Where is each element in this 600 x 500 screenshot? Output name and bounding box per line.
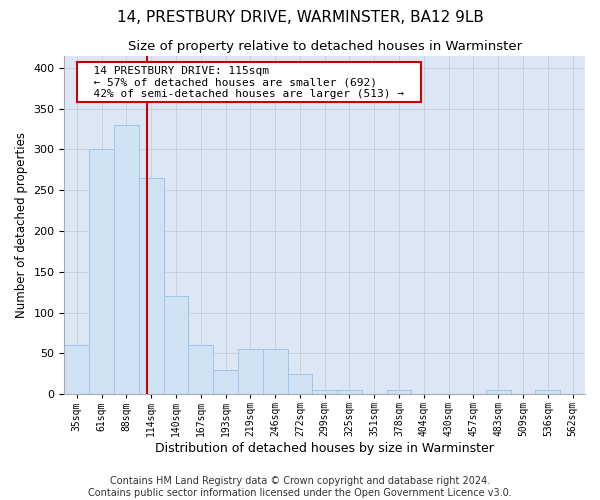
Bar: [114, 125, 139, 394]
X-axis label: Distribution of detached houses by size in Warminster: Distribution of detached houses by size …: [155, 442, 494, 455]
Text: 14, PRESTBURY DRIVE, WARMINSTER, BA12 9LB: 14, PRESTBURY DRIVE, WARMINSTER, BA12 9L…: [116, 10, 484, 25]
Bar: [238, 350, 263, 394]
Bar: [64, 346, 89, 394]
Bar: [263, 350, 287, 394]
Bar: [287, 374, 313, 394]
Title: Size of property relative to detached houses in Warminster: Size of property relative to detached ho…: [128, 40, 522, 53]
Bar: [486, 390, 511, 394]
Bar: [139, 178, 164, 394]
Bar: [188, 346, 213, 394]
Bar: [89, 150, 114, 394]
Bar: [313, 390, 337, 394]
Bar: [164, 296, 188, 394]
Bar: [337, 390, 362, 394]
Bar: [386, 390, 412, 394]
Text: Contains HM Land Registry data © Crown copyright and database right 2024.
Contai: Contains HM Land Registry data © Crown c…: [88, 476, 512, 498]
Text: 14 PRESTBURY DRIVE: 115sqm  
  ← 57% of detached houses are smaller (692)  
  42: 14 PRESTBURY DRIVE: 115sqm ← 57% of deta…: [80, 66, 418, 99]
Bar: [535, 390, 560, 394]
Y-axis label: Number of detached properties: Number of detached properties: [15, 132, 28, 318]
Bar: [213, 370, 238, 394]
